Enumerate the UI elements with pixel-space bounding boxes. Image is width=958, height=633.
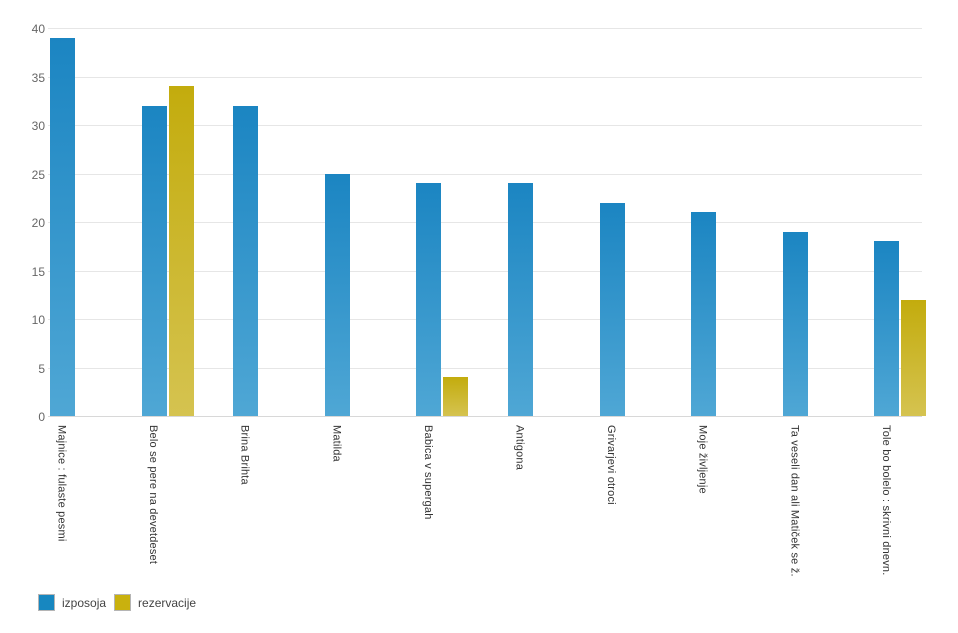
y-axis: 0 5 10 15 20 25 30 35 40 bbox=[0, 22, 45, 424]
y-axis-tick-label: 35 bbox=[31, 70, 45, 85]
plot-area bbox=[48, 28, 927, 417]
legend-item-izposoja[interactable]: izposoja bbox=[38, 594, 106, 611]
y-axis-tick-label: 30 bbox=[31, 119, 45, 133]
category-label: Antigona bbox=[513, 425, 526, 471]
gridline bbox=[48, 28, 922, 29]
bar-izposoja[interactable] bbox=[691, 212, 717, 416]
gridline bbox=[48, 76, 922, 78]
y-axis-tick-label: 20 bbox=[31, 216, 45, 230]
category-label: Belo se pere na devetdeset bbox=[147, 425, 160, 565]
y-axis-tick-label: 40 bbox=[31, 22, 45, 36]
y-axis-tick-label: 15 bbox=[31, 264, 45, 279]
gridline bbox=[48, 173, 922, 175]
category-label: Brina Brihta bbox=[238, 425, 251, 485]
gridline bbox=[48, 319, 922, 320]
category-label: Moje življenje bbox=[696, 425, 709, 494]
category-label: Majnice : fulaste pesmi bbox=[55, 425, 68, 542]
gridline bbox=[48, 270, 922, 272]
gridline bbox=[48, 222, 922, 223]
y-axis-tick-label: 25 bbox=[31, 167, 45, 182]
legend-swatch-rezervacije bbox=[114, 594, 132, 611]
bar-rezervacije[interactable] bbox=[443, 377, 469, 416]
category-label: Grivarjevi otroci bbox=[605, 425, 618, 505]
bar-rezervacije[interactable] bbox=[901, 299, 927, 416]
legend-swatch-izposoja bbox=[38, 594, 55, 611]
bar-rezervacije[interactable] bbox=[168, 86, 194, 416]
bar-izposoja[interactable] bbox=[508, 183, 533, 416]
gridline bbox=[48, 125, 922, 126]
bar-izposoja[interactable] bbox=[233, 105, 259, 416]
legend: izposoja rezervacije bbox=[38, 594, 204, 611]
y-axis-tick-label: 5 bbox=[38, 361, 45, 376]
gridline bbox=[48, 367, 922, 369]
legend-label-rezervacije: rezervacije bbox=[138, 595, 197, 610]
legend-label-izposoja: izposoja bbox=[62, 595, 107, 610]
category-label: Tole bo bolelo : skrivni dnevn. bbox=[879, 425, 892, 576]
category-labels: Majnice : fulaste pesmi Belo se pere na d… bbox=[48, 425, 950, 600]
bar-izposoja[interactable] bbox=[50, 37, 75, 416]
bar-izposoja[interactable] bbox=[782, 231, 808, 416]
gridline bbox=[48, 416, 922, 417]
y-axis-tick-label: 10 bbox=[31, 313, 45, 327]
category-label: Matilda bbox=[330, 425, 343, 462]
bar-izposoja[interactable] bbox=[599, 202, 625, 416]
bar-izposoja[interactable] bbox=[416, 183, 442, 416]
bar-izposoja[interactable] bbox=[874, 241, 900, 416]
category-label: Ta veseli dan ali Matiček se ž. bbox=[788, 425, 801, 577]
bar-izposoja[interactable] bbox=[141, 105, 167, 416]
bar-izposoja[interactable] bbox=[324, 173, 350, 416]
legend-item-rezervacije[interactable]: rezervacije bbox=[114, 594, 196, 611]
category-label: Babica v supergah bbox=[421, 425, 434, 520]
y-axis-tick-label: 0 bbox=[38, 410, 45, 424]
